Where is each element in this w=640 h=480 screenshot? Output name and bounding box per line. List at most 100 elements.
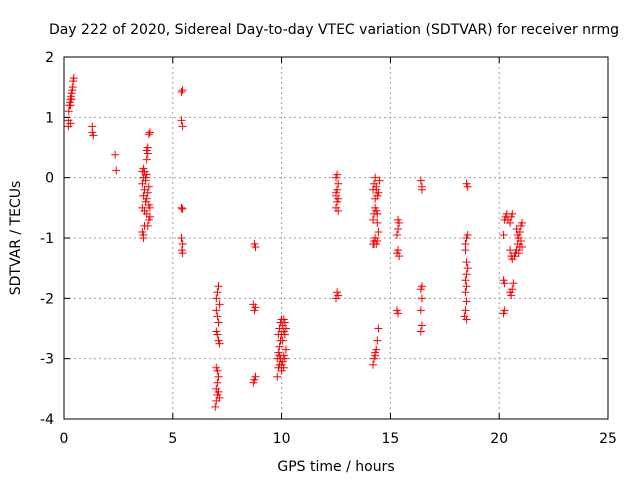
data-point bbox=[463, 182, 472, 191]
data-point bbox=[334, 194, 343, 203]
data-point bbox=[333, 170, 342, 179]
chart-title: Day 222 of 2020, Sidereal Day-to-day VTE… bbox=[49, 22, 619, 38]
data-point bbox=[274, 348, 283, 357]
data-point bbox=[509, 279, 518, 288]
data-point bbox=[506, 218, 515, 227]
data-point bbox=[142, 194, 151, 203]
data-point bbox=[214, 282, 223, 291]
data-point bbox=[144, 182, 153, 191]
data-point bbox=[508, 285, 517, 294]
data-point bbox=[462, 282, 471, 291]
data-point bbox=[89, 131, 98, 140]
data-point bbox=[145, 203, 154, 212]
y-tick-label: -1 bbox=[40, 231, 54, 247]
data-point bbox=[461, 306, 470, 315]
data-point bbox=[374, 227, 383, 236]
data-point bbox=[500, 279, 509, 288]
data-point bbox=[178, 205, 187, 214]
data-point bbox=[394, 215, 403, 224]
data-point bbox=[461, 246, 470, 255]
data-point bbox=[214, 318, 223, 327]
data-point bbox=[417, 282, 426, 291]
data-point bbox=[250, 240, 259, 249]
data-point bbox=[461, 288, 470, 297]
data-point bbox=[462, 297, 471, 306]
data-point bbox=[507, 291, 516, 300]
x-tick-labels: 0 5 10 15 20 25 bbox=[60, 431, 617, 447]
data-point bbox=[178, 249, 187, 258]
data-point bbox=[334, 291, 343, 300]
data-point bbox=[417, 294, 426, 303]
data-point bbox=[211, 402, 220, 411]
data-point bbox=[177, 87, 186, 96]
data-point bbox=[462, 270, 471, 279]
y-tick-label: -3 bbox=[40, 352, 54, 368]
data-point bbox=[215, 393, 224, 402]
data-point bbox=[178, 122, 187, 131]
y-tick-labels: -4 -3 -2 -1 0 1 2 bbox=[40, 50, 54, 428]
data-point bbox=[212, 363, 221, 372]
data-point bbox=[67, 95, 76, 104]
data-point bbox=[213, 312, 222, 321]
data-point bbox=[514, 249, 523, 258]
data-point bbox=[273, 372, 282, 381]
data-point bbox=[144, 130, 153, 139]
data-point bbox=[372, 345, 381, 354]
data-point bbox=[518, 243, 527, 252]
data-point bbox=[392, 230, 401, 239]
data-point bbox=[395, 252, 404, 261]
data-point bbox=[508, 209, 517, 218]
data-point bbox=[140, 167, 149, 176]
data-point bbox=[512, 224, 521, 233]
x-axis-label: GPS time / hours bbox=[277, 459, 394, 475]
data-point bbox=[463, 230, 472, 239]
data-point bbox=[140, 206, 149, 215]
data-point bbox=[213, 288, 222, 297]
data-point bbox=[143, 149, 152, 158]
data-point bbox=[276, 354, 285, 363]
data-point bbox=[416, 327, 425, 336]
data-point bbox=[394, 246, 403, 255]
y-axis-label: SDTVAR / TECUs bbox=[8, 181, 24, 296]
data-point bbox=[500, 306, 509, 315]
data-point bbox=[375, 176, 384, 185]
data-point bbox=[373, 209, 382, 218]
data-point bbox=[373, 336, 382, 345]
data-point bbox=[214, 372, 223, 381]
data-point bbox=[278, 336, 287, 345]
data-point bbox=[394, 309, 403, 318]
data-point bbox=[461, 276, 470, 285]
axis-ticks bbox=[63, 56, 609, 420]
data-point bbox=[368, 215, 377, 224]
data-point bbox=[275, 342, 284, 351]
x-tick-label: 0 bbox=[60, 431, 69, 447]
data-point bbox=[66, 119, 75, 128]
data-point bbox=[212, 294, 221, 303]
data-point bbox=[215, 300, 224, 309]
x-tick-label: 10 bbox=[273, 431, 291, 447]
data-point bbox=[416, 176, 425, 185]
data-point bbox=[463, 264, 472, 273]
data-point bbox=[280, 330, 289, 339]
data-point bbox=[462, 258, 471, 267]
data-point bbox=[142, 155, 151, 164]
data-point bbox=[140, 221, 149, 230]
data-point bbox=[143, 188, 152, 197]
data-point bbox=[417, 321, 426, 330]
y-tick-label: 1 bbox=[45, 110, 54, 126]
x-tick-label: 20 bbox=[490, 431, 508, 447]
data-point bbox=[178, 86, 187, 95]
data-point bbox=[281, 345, 290, 354]
data-point bbox=[513, 230, 522, 239]
x-tick-label: 15 bbox=[381, 431, 399, 447]
data-point bbox=[213, 330, 222, 339]
data-point bbox=[518, 218, 527, 227]
data-point bbox=[394, 224, 403, 233]
data-point bbox=[332, 188, 340, 197]
data-point bbox=[251, 372, 260, 381]
data-point bbox=[374, 324, 383, 333]
data-point bbox=[112, 166, 121, 175]
data-point bbox=[368, 360, 377, 369]
